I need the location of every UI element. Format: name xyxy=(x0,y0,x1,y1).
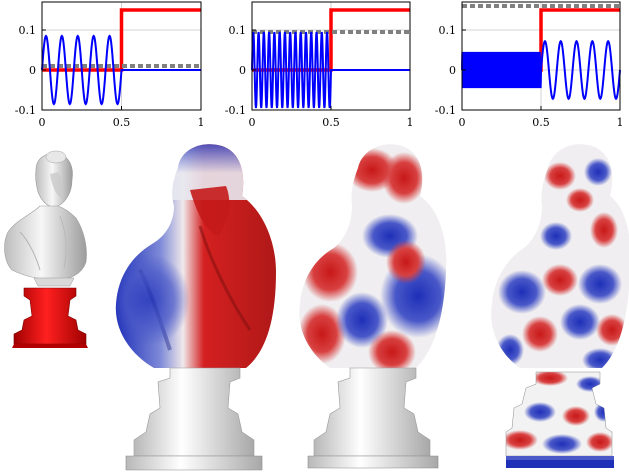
plot-panel-2: -0.100.10 0.5 1 xyxy=(225,1,414,129)
x-tick-label: 1 xyxy=(617,116,624,129)
plot-panel-1: -0.100.10 0.5 1 xyxy=(15,1,205,129)
bust-model-indicator xyxy=(4,150,88,348)
series-function-line xyxy=(41,34,201,106)
x-tick-label: 0.5 xyxy=(113,116,131,129)
y-tick-label: 0 xyxy=(449,64,456,77)
y-tick-label: 0.1 xyxy=(229,24,247,37)
series-function-line xyxy=(461,39,621,101)
bust-model-medium-frequency xyxy=(299,144,447,469)
x-tick-label: 0.5 xyxy=(532,116,550,129)
x-tick-label: 1 xyxy=(407,116,414,129)
plot-panel-3: -0.100.10 0.5 1 xyxy=(435,1,624,129)
y-tick-label: 0 xyxy=(29,64,36,77)
y-tick-label: -0.1 xyxy=(435,104,456,117)
plots-row: -0.100.10 0.5 1-0.100.10 0.5 1-0.100.10 0.5 1 xyxy=(15,1,624,129)
y-tick-label: -0.1 xyxy=(15,104,36,117)
x-tick-label: 1 xyxy=(198,116,205,129)
bust-model-low-frequency xyxy=(115,144,277,471)
y-tick-label: -0.1 xyxy=(225,104,246,117)
x-tick-label: 0 xyxy=(459,116,466,129)
y-tick-label: 0 xyxy=(239,64,246,77)
x-tick-label: 0 xyxy=(249,116,256,129)
series-function-line xyxy=(251,31,410,109)
y-tick-label: 0.1 xyxy=(439,24,457,37)
y-tick-label: 0.1 xyxy=(19,24,37,37)
bust-model-high-frequency xyxy=(491,144,629,468)
x-tick-label: 0.5 xyxy=(322,116,340,129)
x-tick-label: 0 xyxy=(39,116,46,129)
